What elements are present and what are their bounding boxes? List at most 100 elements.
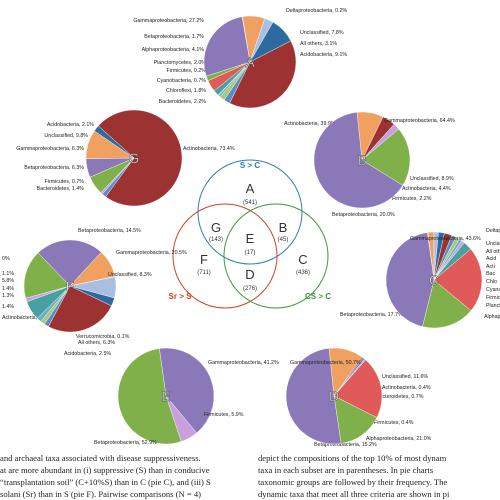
pie-f-label: Acidobacteria, 2.5% [64,351,111,357]
venn-letter-b: B [279,220,288,235]
pie-f: Gammaproteobacteria, 20.5% Unclassified, … [2,228,187,357]
venn-circle-s-gt-c [197,159,303,265]
venn-diagram: S > C Sr > S CS > C A (541) B (45) C (43… [169,159,331,309]
caption-left-line: “transplantation soil” (C+10%S) than in … [0,477,211,487]
venn-letter-a: A [246,181,255,196]
pie-c-label: Plancto [486,303,500,309]
venn-count-c: (436) [296,270,310,276]
pie-f-slice-actinobacteria [48,285,112,333]
pie-f-label: Verrucomicrobia, 0.1% [76,334,130,340]
pie-b-label: Gammaproteobacteria, 64.4% [384,118,455,124]
venn-circle-sr-gt-s [172,203,278,309]
pie-e-letter: E [161,388,170,404]
pie-d-label: Firmicutes, 0.4% [374,420,414,426]
pie-a-label: Cyanobacteria, 0.7% [157,78,206,84]
venn-count-d: (276) [243,286,257,292]
pie-c-slice-gammaproteobacteria [385,232,435,327]
caption-right-line: taxonomic groups are followed by their f… [258,477,448,487]
pie-a-label: Gammaproteobacteria, 27.2% [133,18,204,24]
pie-charts: Deltaproteobacteria, 0.2% Unclassified, 7… [2,8,500,448]
venn-set-title-cs-gt-c: CS > C [305,292,331,301]
pie-d-label: Unclassified, 11.6% [382,374,428,380]
caption-right-column: depict the compositions of the top 10% o… [258,452,500,500]
pie-f-slice-gammaproteobacteria [37,239,102,287]
pie-a-slice-actinobacteria [229,40,297,109]
pie-b-label: Unclassified, 8.9% [410,176,454,182]
pie-f-label: Gammaproteobacteria, 20.5% [116,250,187,256]
pie-e: Gammaproteobacteria, 41.2% Firmicutes, 5.… [94,347,279,446]
pie-f-letter: F [66,278,75,294]
pie-b-slice-gammaproteobacteria [313,112,404,209]
pie-g-label: Betaproteobacteria, 6.3% [24,165,84,171]
pie-a-label: Chloroflexi, 1.8% [166,88,206,94]
pie-a-label: Deltaproteobacteria, 0.2% [286,8,348,14]
pie-c-label: Unclassifie [486,241,500,247]
pie-a-label: Acidobacteria, 9.1% [300,52,347,58]
pie-c-label: Betaproteobacteria, 17.7% [340,312,403,318]
caption-right-line: depict the compositions of the top 10% o… [258,453,447,463]
pie-c-label: Deltaproteobacteria, 0.2 [486,228,500,234]
pie-b-label: Actinobacteria, 4.4% [402,186,451,192]
pie-e-slice-betaproteobacteria [117,348,182,445]
pie-f-label: 1.4% [2,304,14,310]
pie-d-letter: D [329,388,339,404]
pie-a-label: Betaproteobacteria, 1.7% [144,34,204,40]
pie-c-slice-betaproteobacteria [422,279,472,329]
pie-b-slice-betaproteobacteria [361,128,411,186]
figure-canvas: S > C Sr > S CS > C A (541) B (45) C (43… [2,8,500,448]
venn-letter-g: G [211,220,221,235]
pie-g-label: Firmicutes, 0.7% [45,179,85,185]
pie-g-label: Bacteroidetes, 1.4% [37,186,85,192]
pie-d-label: Bacteroidetes, 0.7% [376,394,424,400]
pie-a-label: Bacteroidetes, 2.2% [159,99,207,105]
venn-count-g: (143) [209,237,223,243]
pie-a-label: Planctomycetes, 2.0% [154,60,207,66]
venn-circle-cs-gt-c [223,203,329,309]
pie-f-label: 0% [2,256,10,262]
pie-a-slice-gammaproteobacteria [203,16,251,77]
pie-e-label: Firmicutes, 5.9% [204,412,244,418]
pie-a-label: Actinobacteria, 39.9% [284,121,336,127]
pie-f-label: 1.4% [2,286,14,292]
pie-b-label: Betaproteobacteria, 20.0% [332,212,395,218]
pie-f-label: 5.8% [2,278,14,284]
pie-f-label: All others, 6.3% [78,340,115,346]
pie-d-label: Betaproteobacteria, 15.2% [314,442,377,448]
pie-a-label: All others, 3.1% [300,41,337,47]
pie-b-letter: B [357,152,366,168]
pie-g-label: Gammaproteobacteria, 6.3% [16,146,84,152]
pie-c-label: All othe [486,249,500,255]
venn-letter-f: F [200,252,208,267]
pie-g-slice-actinobacteria [98,109,183,207]
pie-g-label: Acidobacteria, 2.1% [47,122,94,128]
pie-c-label: Cyano [486,287,500,293]
caption-left-line: and archaeal taxa associated with diseas… [0,453,201,463]
pie-e-label: Gammaproteobacteria, 41.2% [208,360,279,366]
caption-right-line: taxa in each subset are in parentheses. … [258,465,434,475]
caption-left-column: and archaeal taxa associated with diseas… [0,452,240,500]
venn-letter-c: C [298,252,307,267]
pie-g-label: Actinobacteria, 73.4% [183,146,235,152]
pie-g: Actinobacteria, 73.4% Bacteroidetes, 1.4%… [16,109,235,207]
venn-count-b: (45) [278,237,289,243]
pie-c: Deltaproteobacteria, 0.2 Unclassifie All o… [340,228,500,329]
pie-e-slice-gammaproteobacteria [159,347,215,434]
pie-d: Unclassified, 11.6% Actinobacteria, 0.4% B… [285,347,432,448]
pie-c-label: Bac [486,271,495,277]
pie-a-label: Firmicutes, 0.2% [167,68,207,74]
caption-left-line: at are more abundant in (i) suppressive … [0,465,210,475]
pie-f-label: Unclassified, 8.3% [108,272,152,278]
pie-c-label: Firmic [486,295,500,301]
pie-b: Unclassified, 8.9% Actinobacteria, 4.4% Fi… [313,111,455,218]
pie-g-letter: G [129,150,140,166]
pie-f-label: 1.1% [2,271,14,277]
pie-c-label: Alphaproteobacteria, 22.0 [484,314,500,320]
pie-d-label: Actinobacteria, 0.4% [382,385,431,391]
venn-letter-e: E [246,231,255,246]
pie-d-label: Gammaproteobacteria, 50.7% [290,360,361,366]
venn-count-e: (17) [245,250,256,256]
venn-set-title-sr-gt-s: Sr > S [169,292,193,301]
pie-f-label: Actinobacteria, 21.8% [2,315,54,321]
venn-count-f: (711) [197,270,211,276]
pie-b-label: Firmicutes, 2.2% [392,196,432,202]
